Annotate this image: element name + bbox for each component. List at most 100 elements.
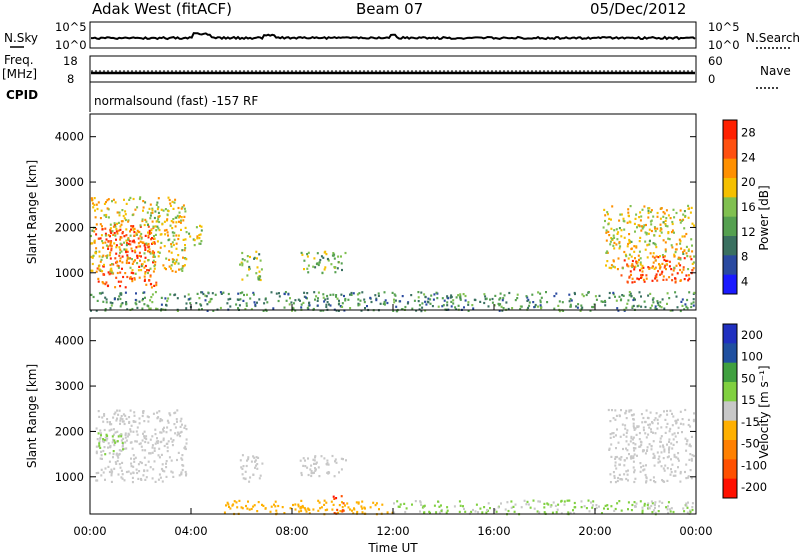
power-cell: [141, 299, 144, 302]
velocity-cell: [337, 511, 339, 514]
velocity-cell: [682, 507, 685, 510]
power-cell: [104, 308, 107, 311]
power-cell: [641, 225, 643, 228]
power-cell: [155, 203, 158, 206]
power-cell: [116, 222, 118, 225]
velocity-cell: [104, 478, 106, 481]
power-cell: [533, 306, 536, 309]
power-cell: [617, 309, 620, 312]
velocity-cell: [685, 443, 688, 446]
velocity-cell: [688, 443, 691, 446]
power-cell: [498, 298, 501, 301]
velocity-cell: [615, 467, 618, 470]
power-cell: [691, 262, 694, 265]
velocity-cell: [125, 470, 128, 474]
velocity-cell: [180, 417, 183, 420]
power-cell: [621, 267, 624, 270]
power-cell: [109, 307, 112, 310]
power-cell: [393, 301, 396, 304]
velocity-cell: [642, 416, 645, 420]
power-cell: [674, 281, 677, 284]
velocity-cell: [587, 499, 590, 502]
power-cell: [645, 223, 647, 227]
power-cell: [650, 229, 653, 233]
velocity-cell: [102, 438, 105, 441]
power-cell: [357, 298, 360, 301]
velocity-cell: [132, 465, 135, 468]
power-cell: [659, 273, 662, 276]
velocity-cell: [658, 505, 660, 508]
power-cell: [316, 252, 319, 255]
power-cell: [115, 244, 118, 247]
power-cell: [363, 301, 366, 304]
velocity-cell: [315, 461, 318, 464]
velocity-cell: [658, 455, 661, 458]
power-cell: [674, 277, 676, 280]
power-cell: [90, 234, 92, 238]
power-cell: [612, 293, 615, 296]
power-cell: [91, 229, 94, 232]
velocity-cell: [671, 447, 674, 450]
power-cell: [454, 306, 457, 309]
power-cell: [623, 250, 626, 254]
velocity-cell: [108, 429, 111, 432]
power-cell: [344, 251, 347, 255]
power-cell: [647, 211, 650, 215]
power-cell: [103, 263, 105, 266]
power-cell: [104, 283, 107, 286]
velocity-cell: [112, 450, 115, 453]
power-cell: [603, 208, 606, 211]
velocity-cell: [489, 507, 491, 510]
velocity-cell: [153, 447, 156, 450]
velocity-cell: [110, 428, 113, 431]
velocity-cell: [163, 426, 165, 429]
velocity-cell: [637, 425, 640, 428]
power-cell: [631, 259, 634, 263]
velocity-cell: [428, 510, 431, 513]
power-cell: [144, 234, 147, 237]
velocity-cell: [142, 411, 145, 415]
velocity-cell: [302, 506, 305, 509]
velocity-cell: [689, 510, 692, 514]
velocity-cell: [543, 502, 546, 505]
power-colorbar-swatch: [723, 139, 737, 160]
power-cell: [307, 251, 310, 254]
power-cell: [647, 209, 650, 212]
velocity-cell: [612, 435, 615, 438]
power-cell: [148, 207, 151, 210]
velocity-cell: [641, 509, 644, 512]
power-cell: [333, 257, 336, 260]
power-cell: [115, 227, 118, 231]
power-cell: [133, 278, 136, 281]
power-cell: [104, 296, 107, 299]
power-cell: [165, 257, 168, 260]
power-cell: [665, 209, 668, 212]
power-cell: [499, 297, 502, 300]
velocity-cell: [244, 477, 247, 480]
velocity-cell: [181, 423, 183, 426]
power-cell: [690, 258, 693, 261]
power-cell: [110, 249, 113, 252]
power-cell: [660, 272, 663, 275]
velocity-cell: [181, 454, 184, 457]
power-cell: [358, 292, 361, 295]
power-cell: [125, 228, 128, 231]
power-cell: [193, 244, 196, 247]
power-cell: [114, 225, 117, 228]
power-colorbar-tick: 4: [741, 275, 748, 289]
velocity-cell: [609, 473, 612, 476]
power-cell: [113, 242, 116, 245]
velocity-cell: [628, 453, 630, 456]
velocity-cell: [671, 463, 674, 466]
power-cell: [199, 233, 202, 236]
power-cell: [146, 211, 149, 214]
velocity-cell: [323, 499, 326, 502]
power-cell: [102, 300, 105, 303]
power-cell: [95, 233, 98, 236]
velocity-cell: [167, 421, 170, 424]
velocity-cell: [479, 507, 482, 510]
velocity-cell: [672, 415, 675, 418]
velocity-cells: [95, 408, 695, 516]
velocity-cell: [563, 503, 566, 506]
velocity-cell: [241, 507, 244, 510]
